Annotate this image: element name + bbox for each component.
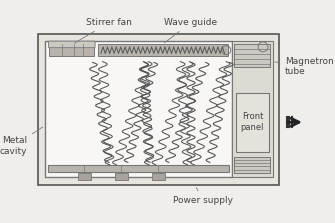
Bar — [78, 173, 91, 180]
FancyBboxPatch shape — [49, 41, 95, 48]
Bar — [45, 41, 232, 177]
Text: Front
panel: Front panel — [241, 112, 264, 132]
Bar — [115, 173, 128, 180]
Bar — [152, 173, 165, 180]
Bar — [234, 43, 270, 66]
Bar — [98, 44, 228, 56]
Bar — [236, 93, 269, 152]
Bar — [48, 165, 229, 172]
Text: Wave guide: Wave guide — [164, 18, 217, 43]
Bar — [234, 157, 270, 173]
Text: Power supply: Power supply — [173, 188, 233, 205]
Text: Magnetron
tube: Magnetron tube — [275, 57, 334, 76]
Bar — [232, 41, 273, 177]
Text: Stirrer fan: Stirrer fan — [75, 18, 132, 43]
Text: Metal
cavity: Metal cavity — [0, 127, 43, 156]
Bar — [49, 44, 94, 56]
Bar — [38, 34, 279, 185]
